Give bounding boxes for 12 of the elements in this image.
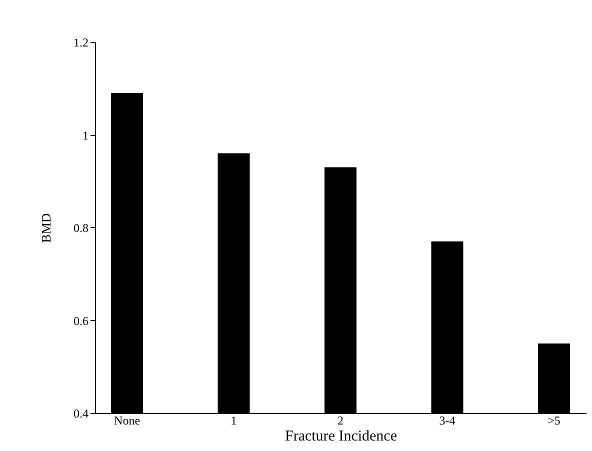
- x-axis-title: Fracture Incidence: [284, 428, 398, 444]
- y-tick-label: 1.2: [74, 36, 88, 50]
- y-tick-label: 0.8: [74, 221, 88, 235]
- x-tick-label: 3-4: [439, 414, 456, 428]
- y-axis-title: BMD: [38, 213, 54, 243]
- x-tick-label: 2: [338, 414, 344, 428]
- y-tick-label: 1: [82, 128, 88, 142]
- y-tick-label: 0.6: [74, 314, 88, 328]
- x-tick-label: 1: [230, 414, 237, 428]
- y-tick-label: 0.4: [74, 406, 88, 420]
- x-tick-label: >5: [548, 414, 560, 428]
- x-tick-label: None: [114, 414, 140, 428]
